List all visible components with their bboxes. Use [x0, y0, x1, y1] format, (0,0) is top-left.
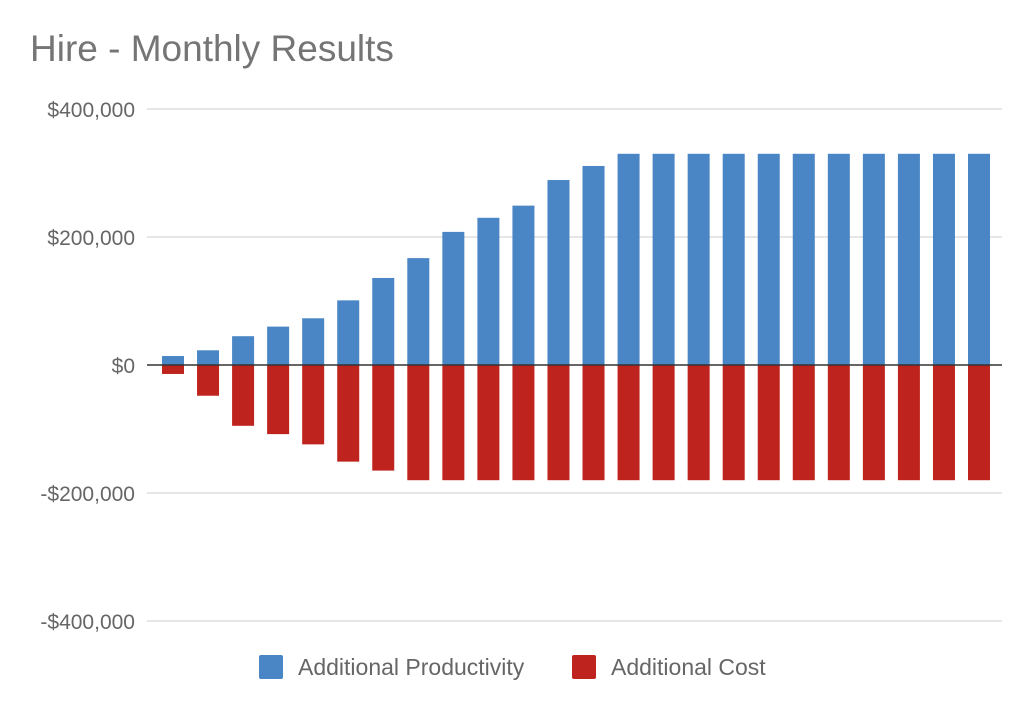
bar-additional-cost — [267, 365, 290, 435]
bar-additional-cost — [757, 365, 780, 481]
bar-additional-cost — [617, 365, 640, 481]
bar-additional-productivity — [652, 153, 675, 365]
bar-additional-cost — [792, 365, 815, 481]
bar-additional-productivity — [827, 153, 850, 365]
bar-additional-cost — [302, 365, 325, 445]
bar-additional-productivity — [617, 153, 640, 365]
bar-additional-cost — [722, 365, 745, 481]
bar-additional-productivity — [442, 231, 465, 365]
bar-additional-productivity — [477, 217, 500, 365]
bar-additional-cost — [862, 365, 885, 481]
bar-additional-productivity — [792, 153, 815, 365]
legend-label: Additional Productivity — [298, 654, 525, 680]
bar-additional-cost — [442, 365, 465, 481]
bar-additional-productivity — [897, 153, 920, 365]
bar-additional-cost — [407, 365, 430, 481]
bar-additional-cost — [827, 365, 850, 481]
legend: Additional Productivity Additional Cost — [259, 654, 766, 680]
legend-swatch — [259, 655, 283, 679]
bar-additional-cost — [687, 365, 710, 481]
bar-additional-productivity — [932, 153, 955, 365]
bar-additional-cost — [372, 365, 395, 471]
bar-additional-productivity — [722, 153, 745, 365]
bar-additional-cost — [547, 365, 570, 481]
bar-additional-productivity — [582, 165, 605, 365]
bar-additional-productivity — [968, 153, 990, 365]
y-tick-label: $200,000 — [47, 227, 135, 250]
bar-additional-productivity — [232, 336, 255, 365]
bar-additional-cost — [197, 365, 220, 396]
bar-additional-productivity — [547, 180, 570, 365]
bar-additional-productivity — [337, 300, 360, 365]
bar-additional-productivity — [302, 318, 325, 365]
bar-additional-productivity — [197, 350, 220, 365]
legend-label: Additional Cost — [611, 654, 766, 680]
bar-additional-cost — [477, 365, 500, 481]
bar-additional-productivity — [267, 326, 290, 365]
bar-additional-cost — [512, 365, 535, 481]
bar-additional-cost — [232, 365, 255, 426]
bar-additional-productivity — [162, 356, 184, 365]
grid-lines — [147, 108, 1002, 622]
y-tick-label: -$400,000 — [40, 611, 135, 634]
bar-additional-cost — [337, 365, 360, 462]
legend-swatch — [572, 655, 596, 679]
bar-additional-cost — [652, 365, 675, 481]
bar-additional-productivity — [862, 153, 885, 365]
bars — [162, 153, 990, 481]
bar-additional-cost — [932, 365, 955, 481]
chart-title: Hire - Monthly Results — [30, 28, 394, 69]
bar-additional-cost — [582, 365, 605, 481]
bar-additional-productivity — [687, 153, 710, 365]
y-tick-label: -$200,000 — [40, 483, 135, 506]
bar-additional-productivity — [372, 277, 395, 365]
bar-additional-productivity — [407, 258, 430, 365]
y-tick-label: $0 — [112, 355, 135, 378]
bar-additional-productivity — [757, 153, 780, 365]
y-axis-ticks: $400,000 $200,000 $0 -$200,000 -$400,000 — [40, 99, 135, 634]
bar-additional-cost — [162, 365, 184, 374]
bar-additional-productivity — [512, 205, 535, 365]
y-tick-label: $400,000 — [47, 99, 135, 122]
bar-additional-cost — [968, 365, 990, 481]
bar-additional-cost — [897, 365, 920, 481]
